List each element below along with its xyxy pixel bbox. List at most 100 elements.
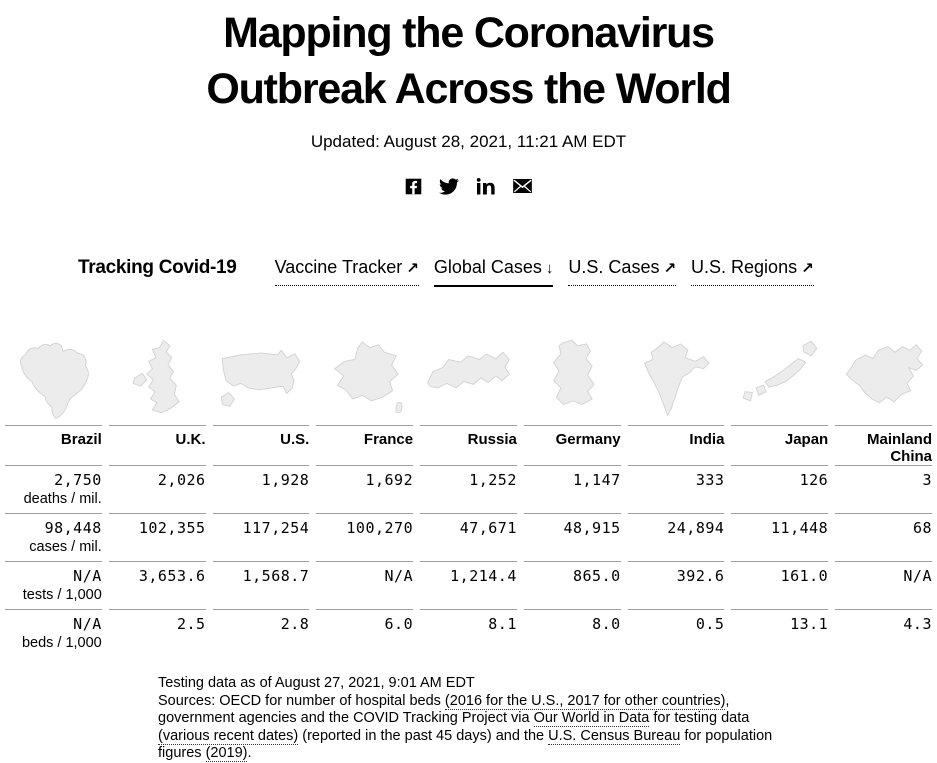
page-title-line1: Mapping the Coronavirus [223, 9, 715, 57]
stat-value: 2.8 [280, 615, 310, 634]
country-name: Russia [420, 424, 517, 466]
map-cell-mainland-china [835, 329, 932, 425]
tracking-nav: Tracking Covid-19 Vaccine Tracker ↗ Global… [78, 257, 937, 287]
stat-value: 8.1 [488, 615, 517, 634]
updated-timestamp: Updated: August 28, 2021, 11:21 AM EDT [310, 131, 627, 151]
source-text: (reported in the past 45 days) and the [298, 727, 549, 744]
stat-value: 68 [912, 519, 932, 538]
source-text: Sources: OECD for number of hospital bed… [158, 692, 445, 709]
map-cell-u-k [109, 329, 206, 425]
source-footnote: Testing data as of August 27, 2021, 9:01… [158, 675, 798, 763]
stat-value: 1,568.7 [242, 567, 310, 586]
stat-cell-russia-deaths-mil: 1,252 [420, 465, 517, 513]
row-label-deaths-mil: deaths / mil. [23, 491, 102, 508]
stat-cell-u-k-tests-1-000: 3,653.6 [108, 561, 206, 609]
nav-link-u-s-regions[interactable]: U.S. Regions ↗ [691, 257, 814, 286]
stat-value: N/A [73, 615, 102, 634]
country-name: Japan [731, 424, 829, 466]
japan-map-icon [742, 340, 818, 402]
stat-cell-france-cases-mil: 100,270 [316, 513, 414, 561]
linkedin-share-button[interactable] [476, 177, 496, 195]
uk-map-icon [132, 339, 180, 414]
nav-link-label: Global Cases [433, 256, 542, 277]
stat-cell-u-k-beds-1-000: 2.5 [108, 609, 206, 657]
country-name: U.S. [212, 424, 310, 466]
stat-cell-france-beds-1-000: 6.0 [316, 609, 414, 657]
source-link-our-world-in-data[interactable]: Our World in Data [533, 710, 650, 728]
arrow-down-icon: ↓ [545, 259, 554, 277]
email-share-button[interactable] [513, 179, 532, 194]
arrow-external-icon: ↗ [801, 259, 814, 277]
nav-link-vaccine-tracker[interactable]: Vaccine Tracker ↗ [274, 256, 419, 286]
country-stats-table: Brazil U.K. U.S. France Russia Germany India Ja… [0, 329, 937, 658]
stat-value: 13.1 [790, 615, 829, 634]
page-title: Mapping the Coronavirus Outbreak Across t… [30, 6, 907, 118]
page: Mapping the Coronavirus Outbreak Across t… [0, 6, 937, 763]
stat-cell-japan-cases-mil: 11,448 [731, 513, 829, 561]
stat-cell-russia-tests-1-000: 1,214.4 [420, 561, 517, 609]
stat-cell-india-deaths-mil: 333 [627, 465, 725, 513]
sources-note: Sources: OECD for number of hospital bed… [158, 692, 798, 763]
map-cell-brazil [5, 329, 102, 425]
stat-cell-france-tests-1-000: N/A [316, 561, 414, 609]
stat-value: 11,448 [771, 519, 829, 538]
nav-link-label: Vaccine Tracker [274, 256, 403, 277]
russia-map-icon [426, 351, 510, 389]
us-map-icon [220, 349, 301, 407]
stat-cell-germany-deaths-mil: 1,147 [523, 465, 621, 513]
india-map-icon [644, 341, 710, 417]
stat-value: 2,026 [157, 471, 206, 490]
stat-cell-germany-cases-mil: 48,915 [523, 513, 621, 561]
stat-cell-u-k-deaths-mil: 2,026 [108, 465, 206, 513]
stat-cell-india-tests-1-000: 392.6 [627, 561, 725, 609]
stat-value: 0.5 [695, 615, 725, 634]
map-cell-germany [524, 329, 621, 425]
nav-link-u-s-cases[interactable]: U.S. Cases ↗ [568, 257, 677, 286]
row-label-cases-mil: cases / mil. [29, 539, 102, 556]
tracking-nav-heading: Tracking Covid-19 [78, 256, 237, 278]
nav-link-global-cases[interactable]: Global Cases ↓ [433, 256, 554, 287]
stat-value: 3,653.6 [138, 567, 206, 586]
linkedin-icon [476, 177, 496, 195]
stat-value: 2.5 [176, 615, 206, 634]
stat-cell-brazil-tests-1-000: N/A tests / 1,000 [5, 561, 102, 609]
stat-value: 161.0 [780, 567, 829, 586]
twitter-share-button[interactable] [439, 178, 459, 195]
stat-cell-mainland-china-deaths-mil: 3 [835, 465, 932, 513]
stat-cell-japan-deaths-mil: 126 [731, 465, 829, 513]
country-name: France [316, 424, 414, 466]
stat-value: 100,270 [346, 519, 414, 538]
china-map-icon [845, 343, 923, 404]
tracking-nav-links: Vaccine Tracker ↗ Global Cases ↓ U.S. Cases ↗… [274, 256, 814, 287]
country-name: U.K. [108, 424, 206, 466]
nav-link-label: U.S. Regions [691, 256, 798, 277]
stat-cell-u-s-cases-mil: 117,254 [212, 513, 310, 561]
germany-map-icon [553, 339, 595, 405]
stat-value: 102,355 [138, 519, 206, 538]
stat-value: 6.0 [384, 615, 414, 634]
source-text: . [247, 745, 252, 762]
stat-value: 392.6 [676, 567, 725, 586]
stat-value: N/A [73, 567, 102, 586]
map-cell-u-s [213, 329, 310, 425]
stat-cell-u-s-tests-1-000: 1,568.7 [212, 561, 310, 609]
source-link-2016-for-the-u-s-2017-for-othe[interactable]: (2016 for the U.S., 2017 for other count… [444, 692, 726, 710]
source-link-u-s-census-bureau[interactable]: U.S. Census Bureau [548, 727, 681, 745]
source-link-2019[interactable]: (2019) [205, 745, 248, 763]
social-share-bar [0, 177, 937, 195]
stat-value: N/A [903, 567, 932, 586]
arrow-external-icon: ↗ [663, 259, 677, 277]
stat-cell-japan-tests-1-000: 161.0 [731, 561, 829, 609]
stat-value: 8.0 [592, 615, 621, 634]
france-map-icon [333, 341, 403, 413]
source-link-various-recent-dates[interactable]: (various recent dates) [158, 727, 299, 745]
stat-value: 865.0 [573, 567, 621, 586]
row-label-tests-1-000: tests / 1,000 [22, 587, 102, 604]
stat-cell-germany-beds-1-000: 8.0 [523, 609, 621, 657]
facebook-share-button[interactable] [405, 178, 422, 195]
page-title-line2: Outbreak Across the World [206, 64, 732, 113]
stat-value: 47,671 [459, 519, 517, 538]
stat-cell-france-deaths-mil: 1,692 [316, 465, 414, 513]
stat-cell-mainland-china-tests-1-000: N/A [835, 561, 932, 609]
map-cell-india [628, 329, 725, 425]
